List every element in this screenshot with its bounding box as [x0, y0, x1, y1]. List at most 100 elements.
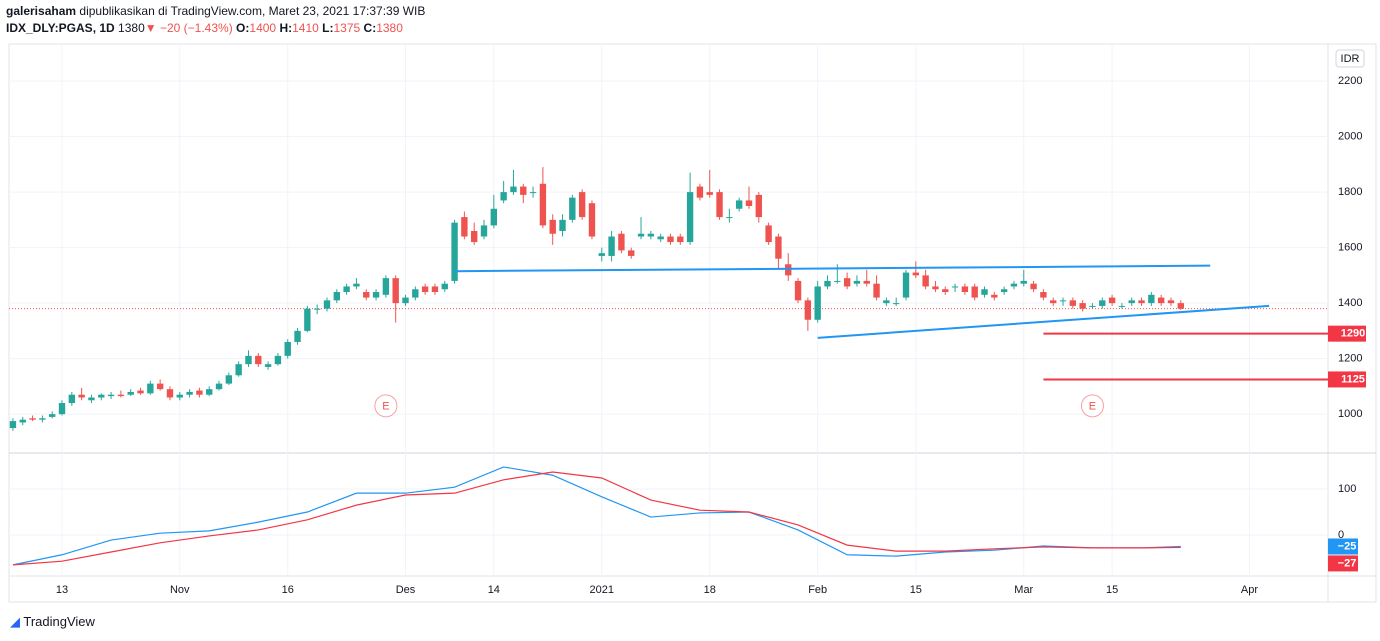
candle-body: [686, 192, 694, 243]
y-tick-label: 1400: [1338, 297, 1362, 309]
candle-body: [677, 236, 684, 243]
c-label: C:: [363, 21, 377, 35]
candle-body: [706, 192, 713, 195]
y-tick-label: 2000: [1338, 130, 1362, 142]
currency: IDR: [1341, 53, 1360, 65]
candle-body: [323, 300, 331, 309]
candle-body: [1030, 283, 1037, 290]
published: dipublikasikan di TradingView.com, Maret…: [79, 4, 426, 18]
candle-body: [1040, 292, 1047, 298]
candle-body: [107, 394, 115, 397]
candle-body: [775, 236, 782, 259]
candle-body: [137, 390, 144, 394]
earnings-label: E: [382, 401, 389, 413]
candle-body: [196, 390, 203, 395]
candle-body: [29, 418, 36, 420]
candle-body: [343, 286, 350, 293]
high: 1410: [292, 21, 319, 35]
candle-body: [893, 303, 900, 305]
x-tick-label: 15: [1106, 584, 1118, 596]
candle-body: [333, 292, 340, 301]
candle-body: [883, 300, 890, 304]
candle-body: [794, 280, 802, 301]
candle-body: [735, 200, 743, 209]
down-arrow: ▼: [144, 21, 157, 35]
candle-body: [245, 355, 252, 365]
candle-body: [834, 280, 841, 282]
candle-body: [1010, 283, 1018, 287]
candle-body: [961, 286, 969, 293]
x-tick-label: 16: [282, 584, 294, 596]
candle-body: [951, 286, 959, 288]
candle-body: [402, 297, 409, 304]
x-tick-label: 2021: [590, 584, 614, 596]
candle-body: [520, 186, 527, 195]
candle-body: [549, 219, 556, 234]
candle-body: [1118, 305, 1126, 307]
candle-body: [588, 203, 596, 237]
candle-body: [500, 192, 507, 201]
candle-body: [1000, 289, 1008, 293]
indicator-tag-label: −25: [1338, 540, 1357, 552]
candle-body: [755, 194, 762, 218]
x-tick-label: Feb: [808, 584, 827, 596]
chart: IDR 13 Nov 16 Des 14 2021 18 Feb 15 Mar 15 Apr10001…: [8, 43, 1377, 603]
candle-body: [1148, 294, 1155, 304]
candle-body: [235, 364, 242, 376]
candle-body: [873, 283, 880, 298]
candle-body: [274, 355, 282, 365]
candle-body: [1108, 297, 1116, 304]
candle-body: [186, 391, 193, 395]
change: −20 (−1.43%): [159, 21, 233, 35]
candle-body: [510, 186, 517, 193]
x-tick-label: Mar: [1014, 584, 1033, 596]
y-tick-label: 1800: [1338, 186, 1362, 198]
header-line-1: galerisaham dipublikasikan di TradingVie…: [6, 3, 425, 20]
candle-body: [1099, 300, 1106, 306]
candle-body: [255, 355, 262, 365]
candle-body: [824, 280, 831, 287]
candle-body: [804, 300, 812, 320]
o-label: O:: [236, 21, 250, 35]
level-label: 1290: [1341, 328, 1365, 340]
candle-body: [68, 394, 76, 404]
x-tick-label: 18: [704, 584, 716, 596]
candle-body: [353, 283, 360, 287]
level-tag: [1328, 371, 1366, 388]
candle-body: [206, 389, 213, 395]
candle-body: [451, 222, 458, 281]
candle-body: [922, 275, 929, 287]
candle-body: [176, 394, 183, 398]
candle-body: [932, 286, 939, 290]
candle-body: [441, 283, 448, 290]
y-tick-label: 1000: [1338, 408, 1362, 420]
candle-body: [490, 208, 498, 226]
candle-body: [431, 286, 439, 293]
x-tick-label: 14: [488, 584, 500, 596]
candle-body: [215, 383, 223, 390]
candle-body: [559, 219, 566, 231]
candle-body: [726, 217, 733, 219]
candle-body: [1157, 297, 1165, 304]
y-tick-label: 2200: [1338, 75, 1362, 87]
candle-body: [1069, 300, 1077, 306]
candle-body: [127, 391, 134, 395]
candle-body: [1059, 300, 1067, 302]
close: 1380: [376, 21, 403, 35]
candle-body: [1138, 300, 1145, 304]
candle-body: [117, 394, 125, 397]
x-tick-label: 13: [56, 584, 68, 596]
indicator-tag: [1328, 538, 1358, 555]
candle-body: [785, 264, 792, 276]
earnings-marker: [1080, 394, 1104, 418]
h-label: H:: [279, 21, 293, 35]
candle-body: [382, 278, 390, 295]
candle-body: [863, 280, 870, 284]
x-tick-label: 15: [910, 584, 922, 596]
candle-body: [313, 308, 321, 310]
x-tick-label: Apr: [1241, 584, 1258, 596]
candle-body: [647, 233, 655, 237]
brand: TradingView: [23, 614, 95, 629]
candle-body: [981, 289, 988, 295]
trendline: [454, 264, 1211, 273]
